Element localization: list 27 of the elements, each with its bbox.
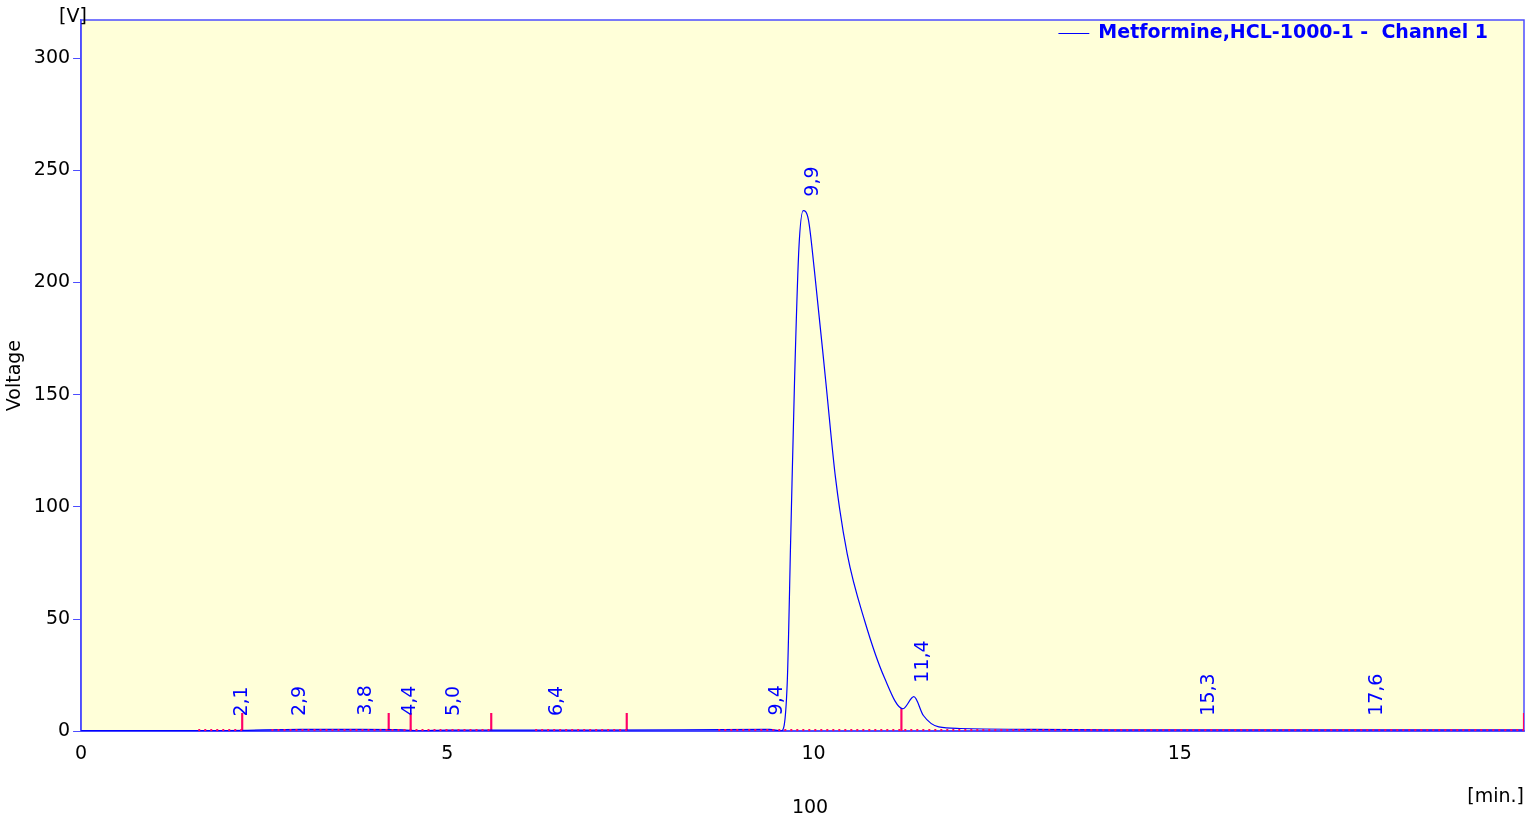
annotation: 11,4 <box>910 640 932 683</box>
annotation: 6,4 <box>543 685 566 717</box>
text: [min.] <box>1467 784 1524 806</box>
x-tick-label: 15 <box>1167 740 1192 763</box>
annotation: 2,9 <box>287 685 310 717</box>
legend-label: Metformine,HCL-1000-1 - Channel 1 <box>1098 20 1488 43</box>
y-tick-label: 150 <box>33 381 71 404</box>
annotation: 3,8 <box>353 685 376 716</box>
y-tick-label: 0 <box>57 718 71 741</box>
annotation: 9,4 <box>763 685 786 716</box>
annotation: 2,1 <box>228 686 251 717</box>
x-tick-label: 10 <box>801 740 826 763</box>
annotation: 17,6 <box>1364 673 1387 716</box>
annotation: [V] <box>59 4 87 26</box>
annotation: 9,9 <box>800 166 823 197</box>
y-tick-label: 300 <box>33 45 71 68</box>
y-tick-label: 50 <box>45 605 71 628</box>
annotation: 4,4 <box>397 685 420 716</box>
y-tick-label: 100 <box>33 493 71 516</box>
annotation: 5,0 <box>441 685 464 717</box>
x-tick-label: 5 <box>441 740 454 763</box>
y-axis-title: Voltage <box>2 339 25 412</box>
y-tick-label: 200 <box>33 269 71 292</box>
x-tick-label: 0 <box>75 740 88 763</box>
y-tick-label: 250 <box>33 157 71 180</box>
annotation: 15,3 <box>1195 673 1218 716</box>
text: 100 <box>791 795 829 817</box>
